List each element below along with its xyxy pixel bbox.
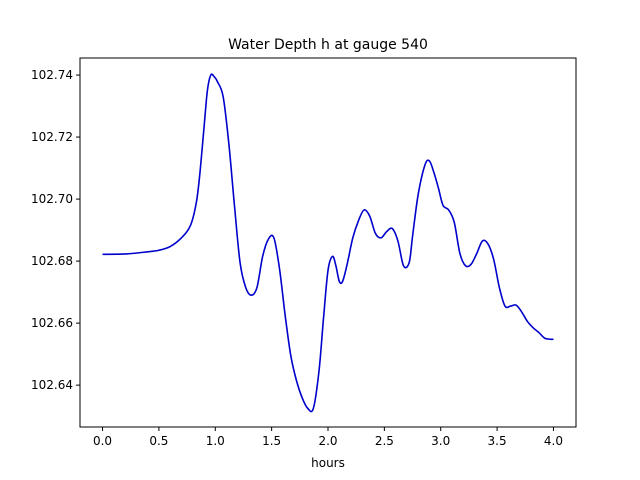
x-tick-label: 1.5	[262, 434, 281, 448]
x-axis-ticks: 0.0 0.5 1.0 1.5 2.0 2.5 3.0 3.5 4.0	[93, 427, 563, 448]
y-tick-label: 102.72	[31, 130, 73, 144]
y-tick-label: 102.68	[31, 254, 73, 268]
axes-frame	[79, 57, 577, 428]
y-axis-ticks: 102.64 102.66 102.68 102.70 102.72 102.74	[31, 68, 80, 392]
y-tick-label: 102.66	[31, 316, 73, 330]
x-tick-label: 4.0	[544, 434, 563, 448]
x-tick-label: 0.0	[93, 434, 112, 448]
x-tick-label: 0.5	[149, 434, 168, 448]
x-tick-label: 3.5	[488, 434, 507, 448]
y-tick-label: 102.64	[31, 378, 73, 392]
series-line-water-depth	[102, 73, 554, 413]
chart-title: Water Depth h at gauge 540	[228, 37, 428, 53]
x-tick-label: 1.0	[206, 434, 225, 448]
x-axis-label: hours	[311, 456, 345, 470]
x-tick-label: 3.0	[431, 434, 450, 448]
x-tick-label: 2.0	[318, 434, 337, 448]
y-tick-label: 102.70	[31, 192, 73, 206]
y-tick-label: 102.74	[31, 68, 73, 82]
x-tick-label: 2.5	[375, 434, 394, 448]
plot-area	[102, 73, 554, 413]
